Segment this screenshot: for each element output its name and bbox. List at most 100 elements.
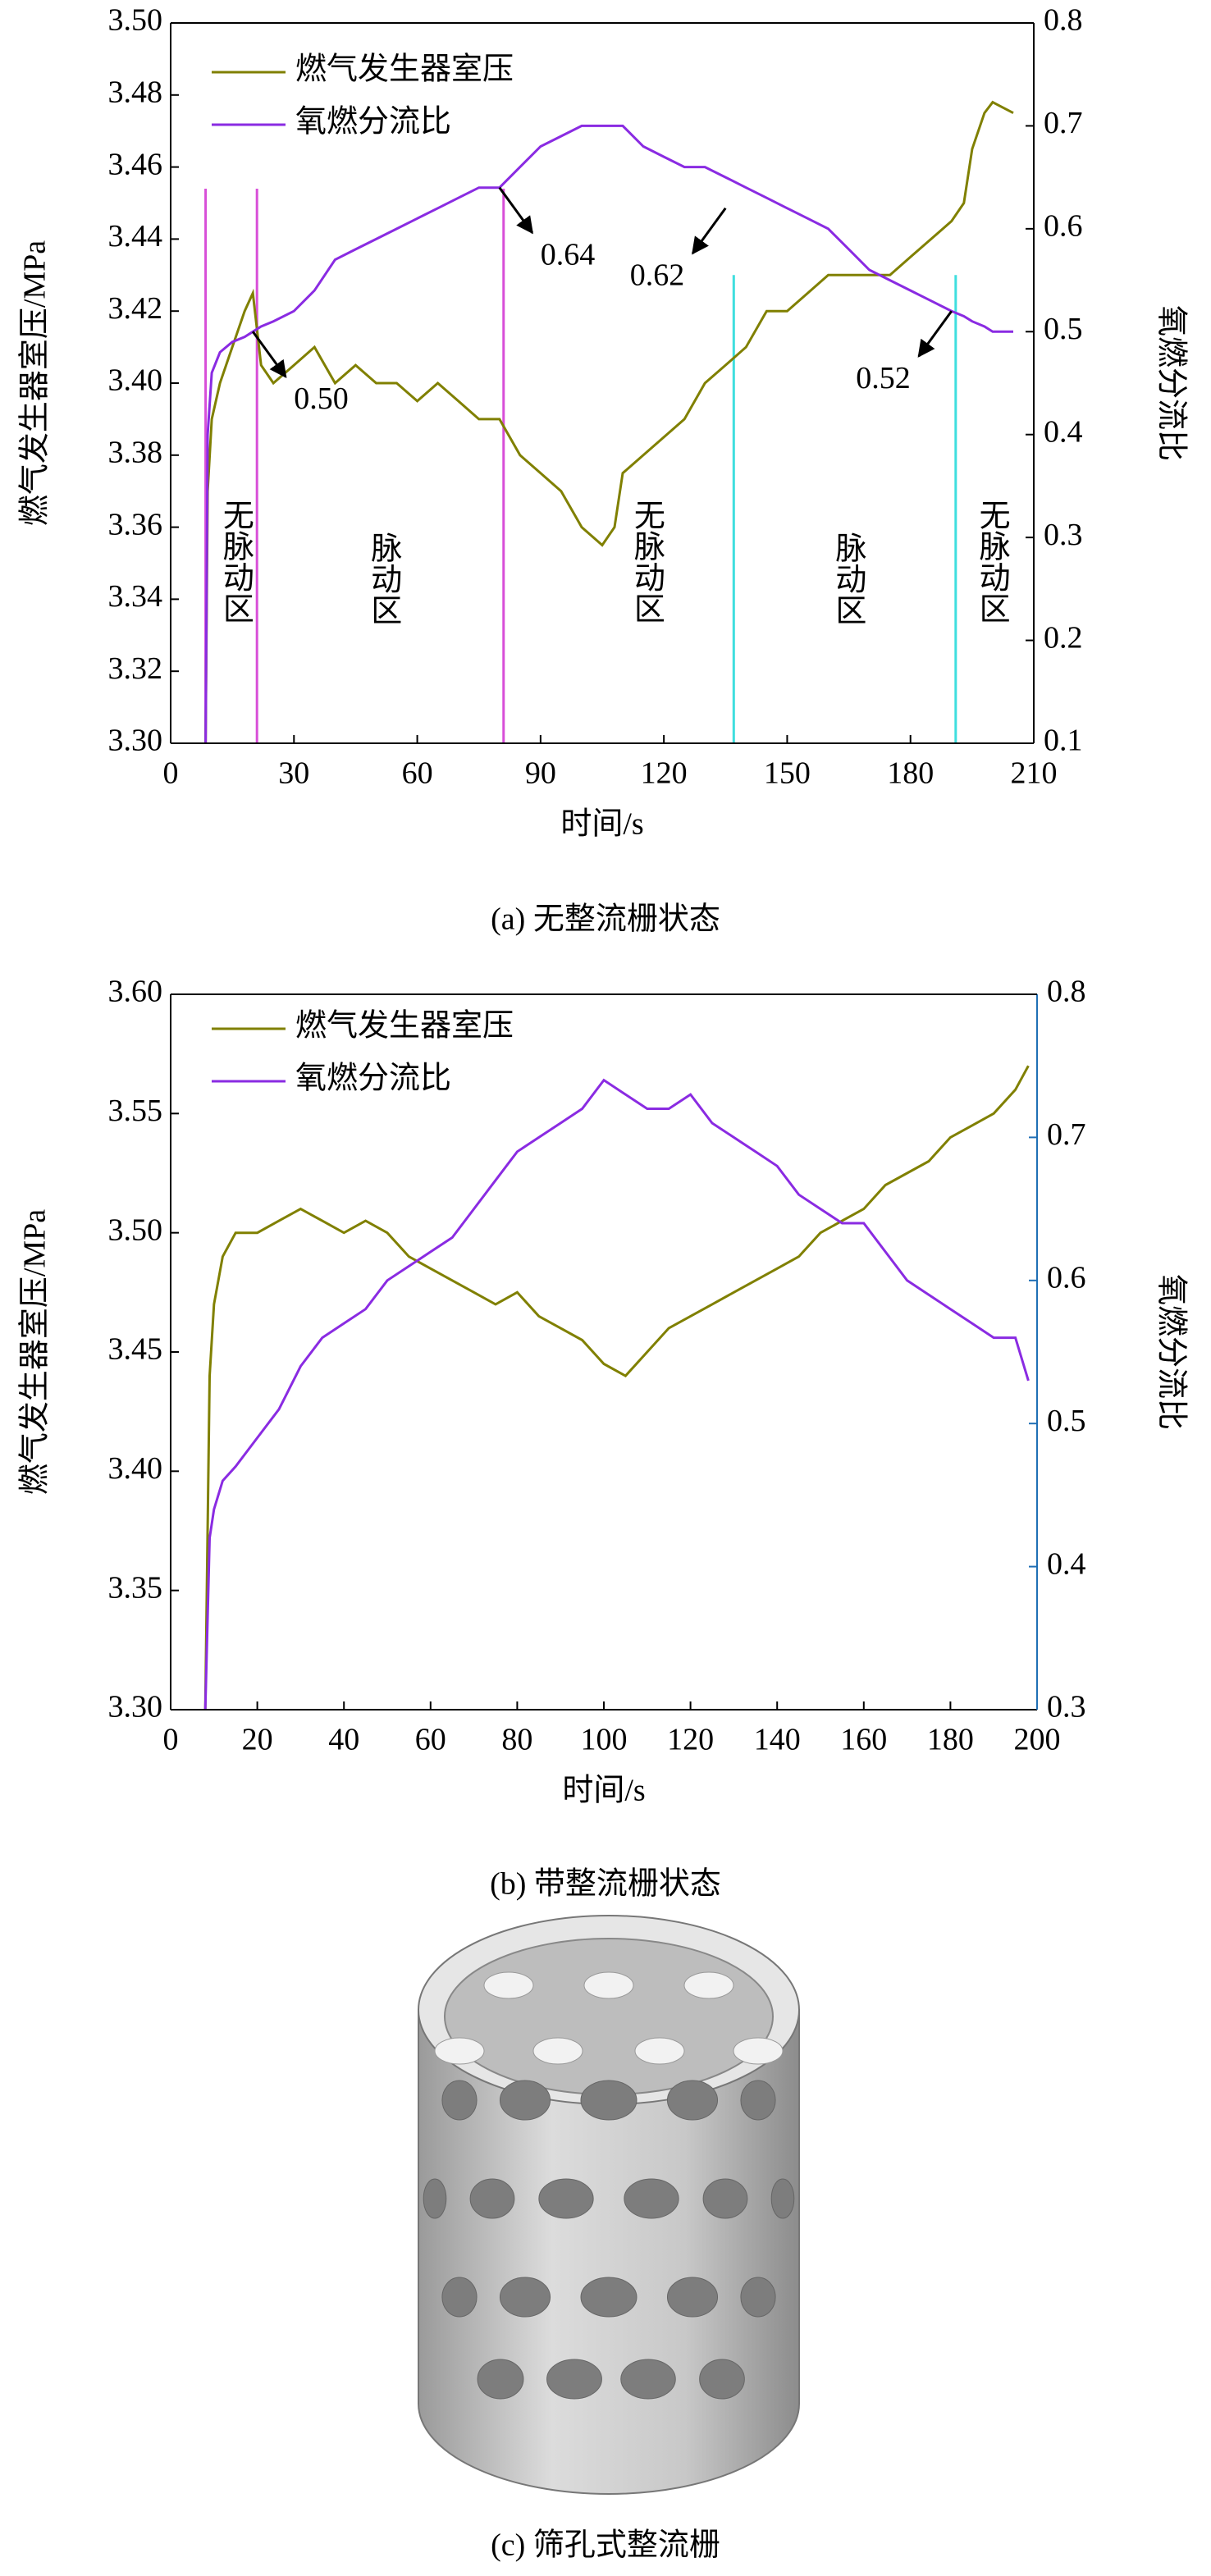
y2-tick-label: 0.1	[1044, 724, 1083, 758]
x-tick-label: 180	[927, 1723, 974, 1757]
x-tick-label: 160	[840, 1723, 887, 1757]
hole	[423, 2178, 447, 2219]
x-tick-label: 200	[1014, 1723, 1061, 1757]
y2-tick-label: 0.5	[1047, 1404, 1086, 1438]
region-label: 无脉动区	[974, 499, 1010, 623]
y-tick-label: 3.36	[108, 507, 163, 541]
y2-tick-label: 0.4	[1047, 1546, 1086, 1581]
y2-tick-label: 0.2	[1044, 620, 1083, 655]
y-tick-label: 3.40	[108, 1451, 163, 1486]
annotation-arrow	[251, 331, 287, 378]
y-tick-label: 3.55	[108, 1094, 163, 1128]
x-tick-label: 180	[887, 756, 934, 791]
x-tick-label: 120	[667, 1723, 714, 1757]
region-label: 脉动区	[830, 532, 866, 625]
y2-tick-label: 0.4	[1044, 414, 1083, 449]
y-tick-label: 3.40	[108, 363, 163, 398]
y-tick-label: 3.46	[108, 147, 163, 181]
hole	[620, 2359, 676, 2400]
annotation-arrow	[498, 186, 533, 235]
inner-hole	[634, 2037, 685, 2065]
y2-tick-label: 0.6	[1044, 209, 1083, 244]
annotation-label: 0.50	[294, 381, 349, 416]
legend-label: 氧燃分流比	[295, 1062, 451, 1096]
legend-label: 燃气发生器室压	[295, 53, 514, 87]
hole	[546, 2359, 602, 2400]
y-tick-label: 3.48	[108, 75, 163, 110]
x-tick-label: 150	[764, 756, 811, 791]
hole	[477, 2359, 524, 2400]
series-line	[203, 1065, 1030, 1710]
x-tick-label: 80	[501, 1723, 532, 1757]
hole	[469, 2178, 515, 2219]
y2-axis-label: 氧燃分流比	[1154, 1274, 1188, 1430]
y-tick-label: 3.30	[108, 724, 163, 758]
x-tick-label: 30	[278, 756, 309, 791]
x-tick-label: 20	[242, 1723, 273, 1757]
hole	[441, 2080, 478, 2121]
y2-tick-label: 0.3	[1047, 1690, 1086, 1724]
hole	[624, 2178, 679, 2219]
inner-hole	[583, 1971, 634, 1999]
y2-tick-label: 0.7	[1044, 106, 1083, 140]
y-tick-label: 3.42	[108, 291, 163, 326]
y-axis-label: 燃气发生器室压/MPa	[18, 1209, 53, 1495]
y2-tick-label: 0.6	[1047, 1261, 1086, 1295]
hole	[740, 2080, 776, 2121]
y-tick-label: 3.32	[108, 651, 163, 686]
y2-tick-label: 0.3	[1044, 518, 1083, 552]
inner-hole	[532, 2037, 583, 2065]
annotation-arrow	[917, 310, 953, 358]
hole	[666, 2277, 719, 2318]
annotation-label: 0.52	[856, 361, 911, 395]
x-tick-label: 120	[641, 756, 688, 791]
series-line	[204, 124, 1013, 744]
x-tick-label: 90	[525, 756, 556, 791]
hole	[740, 2277, 776, 2318]
x-axis-label: 时间/s	[560, 807, 643, 842]
x-tick-label: 140	[754, 1723, 801, 1757]
caption: (c) 筛孔式整流栅	[491, 2528, 720, 2563]
y-tick-label: 3.35	[108, 1570, 163, 1605]
x-tick-label: 0	[163, 756, 179, 791]
y2-tick-label: 0.7	[1047, 1117, 1086, 1152]
x-axis-label: 时间/s	[562, 1774, 645, 1808]
y2-tick-label: 0.8	[1044, 3, 1083, 38]
y-tick-label: 3.50	[108, 3, 163, 38]
caption: (b) 带整流栅状态	[490, 1867, 721, 1902]
inner-hole	[434, 2037, 485, 2065]
region-label: 脉动区	[366, 532, 402, 625]
hole	[702, 2178, 748, 2219]
x-tick-label: 60	[415, 1723, 446, 1757]
region-label: 无脉动区	[217, 499, 254, 623]
series-line	[203, 1078, 1030, 1710]
y-tick-label: 3.44	[108, 219, 163, 253]
flow-grid-illustration	[418, 1915, 800, 2495]
y-tick-label: 3.60	[108, 975, 163, 1009]
x-tick-label: 100	[581, 1723, 628, 1757]
hole	[666, 2080, 719, 2121]
annotation-arrow	[692, 207, 727, 255]
hole	[499, 2277, 551, 2318]
y2-tick-label: 0.5	[1044, 312, 1083, 346]
y-tick-label: 3.38	[108, 436, 163, 470]
y-tick-label: 3.45	[108, 1332, 163, 1367]
y2-axis-label: 氧燃分流比	[1154, 305, 1188, 461]
y-tick-label: 3.30	[108, 1690, 163, 1724]
y-axis-label: 燃气发生器室压/MPa	[18, 240, 53, 526]
x-tick-label: 210	[1011, 756, 1058, 791]
hole	[538, 2178, 594, 2219]
hole	[441, 2277, 478, 2318]
hole	[580, 2080, 637, 2121]
y2-tick-label: 0.8	[1047, 975, 1086, 1009]
hole	[770, 2178, 795, 2219]
annotation-label: 0.64	[541, 237, 596, 272]
y-tick-label: 3.50	[108, 1213, 163, 1247]
inner-hole	[683, 1971, 734, 1999]
inner-hole	[483, 1971, 534, 1999]
hole	[499, 2080, 551, 2121]
x-tick-label: 60	[402, 756, 433, 791]
x-tick-label: 40	[328, 1723, 359, 1757]
